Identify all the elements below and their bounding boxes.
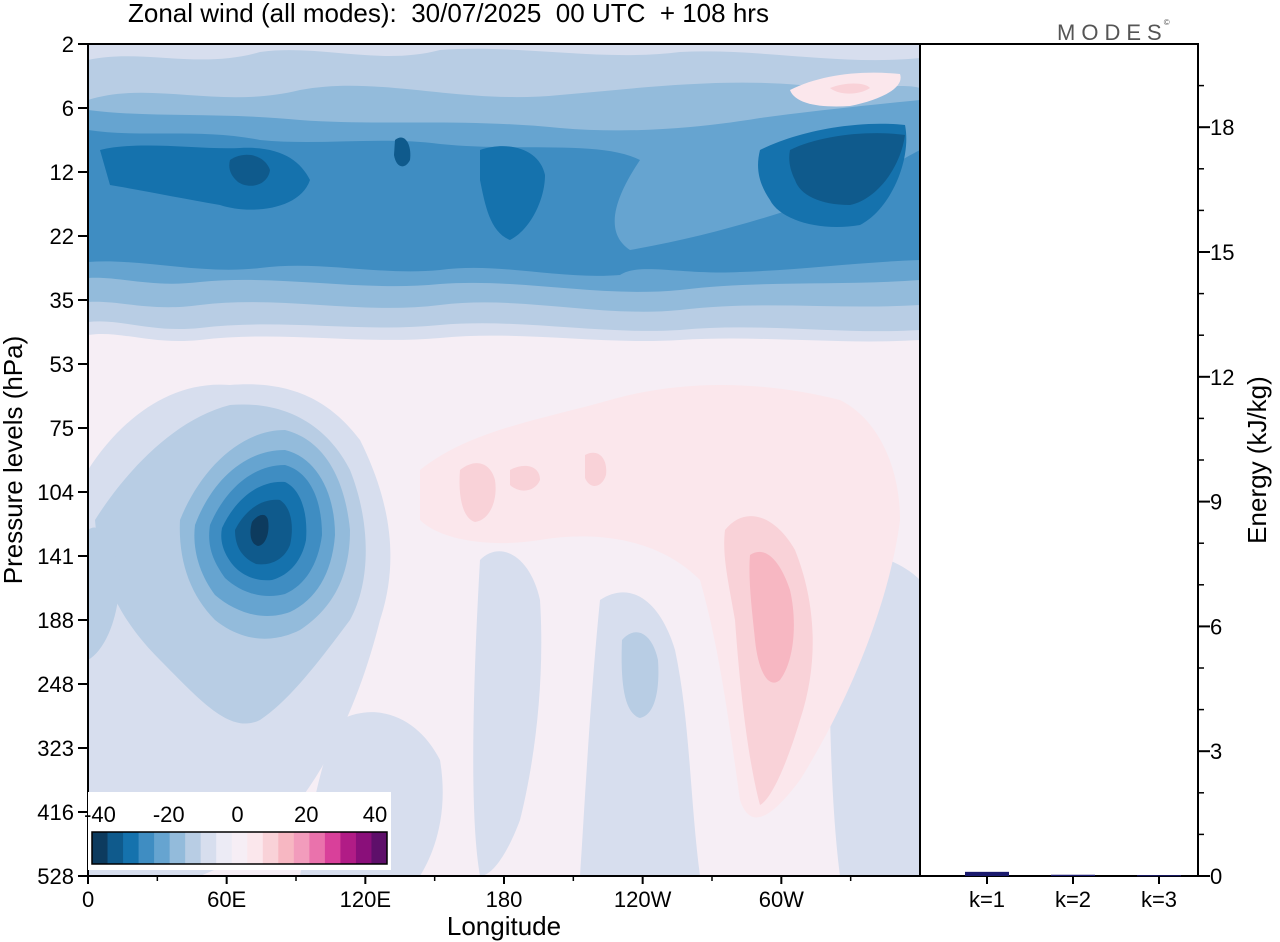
energy-bar: [965, 871, 1009, 876]
colorbar-swatch: [262, 832, 279, 864]
contour-pink-2: [459, 463, 496, 522]
y-axis: 2 6 12 22 35 53 75 104 141 188 248 323 416 528: [37, 32, 88, 889]
energy-tick-label: 6: [1210, 614, 1222, 639]
colorbar-swatch: [231, 832, 248, 864]
contour-upper-dark-small1: [229, 154, 270, 186]
energy-tick-label: 0: [1210, 864, 1222, 889]
contour-streak-1: [473, 551, 542, 876]
modes-logo: MODES©: [1057, 18, 1170, 45]
energy-tick-label: 12: [1210, 365, 1234, 390]
contour-upper-band4b: [480, 146, 545, 240]
colorbar-tick-label: -40: [84, 802, 116, 827]
energy-panel: [919, 43, 1199, 877]
energy-tick-label: 3: [1210, 739, 1222, 764]
y-tick-label: 323: [37, 736, 74, 761]
x-axis-label: Longitude: [447, 911, 561, 941]
colorbar-frame: [91, 831, 388, 865]
contour-streak-3: [621, 632, 659, 718]
energy-category-label: k=1: [969, 887, 1005, 912]
contour-upper-dark-small2: [394, 137, 411, 167]
contour-pink-top2: [830, 83, 870, 94]
x-tick-label: 0: [82, 887, 94, 912]
colorbar-swatch: [138, 832, 155, 864]
y-tick-label: 22: [50, 224, 74, 249]
colorbar: -40 -20 0 20 40: [84, 792, 391, 870]
y-tick-label: 35: [50, 288, 74, 313]
y-tick-label: 53: [50, 352, 74, 377]
x-tick-label: 120W: [614, 887, 672, 912]
x-tick-label: 60E: [207, 887, 246, 912]
energy-bar: [1051, 874, 1095, 876]
y-tick-label: 416: [37, 800, 74, 825]
contour-pink-4: [585, 452, 607, 486]
colorbar-swatch: [371, 832, 388, 864]
y-tick-label: 75: [50, 416, 74, 441]
x-axis: 0 60E 120E 180 120W 60W: [82, 876, 852, 912]
energy-category-label: k=2: [1055, 887, 1091, 912]
energy-tick-label: 18: [1210, 115, 1234, 140]
colorbar-tick-label: 20: [294, 802, 318, 827]
colorbar-tick-label: -20: [153, 802, 185, 827]
y-tick-label: 6: [62, 96, 74, 121]
colorbar-swatch: [92, 832, 109, 864]
y-tick-label: 188: [37, 608, 74, 633]
x-tick-label: 120E: [340, 887, 391, 912]
colorbar-swatch: [200, 832, 217, 864]
contour-core-8: [250, 514, 269, 546]
energy-axis-label: Energy (kJ/kg): [1242, 376, 1272, 544]
colorbar-swatch: [324, 832, 341, 864]
x-tick-label: 180: [486, 887, 523, 912]
colorbar-swatch: [293, 832, 310, 864]
colorbar-swatch: [154, 832, 171, 864]
colorbar-swatch: [123, 832, 140, 864]
contour-pink-6: [749, 551, 794, 683]
colorbar-tick-label: 0: [231, 802, 243, 827]
energy-bars: k=1 k=2 k=3: [965, 871, 1181, 912]
colorbar-swatch: [107, 832, 124, 864]
contour-streak-2: [580, 592, 700, 876]
energy-bar: [1137, 875, 1181, 877]
energy-tick-label: 9: [1210, 490, 1222, 515]
chart-title: Zonal wind (all modes): 30/07/2025 00 UT…: [128, 0, 769, 28]
colorbar-swatch: [247, 832, 264, 864]
heatmap-plot: [88, 44, 920, 876]
energy-axis: 0 3 6 9 12 15 18: [1198, 84, 1234, 889]
y-tick-label: 141: [37, 544, 74, 569]
contour-pink-3: [510, 465, 540, 491]
colorbar-swatch: [169, 832, 186, 864]
y-tick-label: 2: [62, 32, 74, 57]
energy-category-label: k=3: [1141, 887, 1177, 912]
y-tick-label: 248: [37, 672, 74, 697]
colorbar-swatch: [340, 832, 357, 864]
y-axis-label: Pressure levels (hPa): [0, 336, 28, 585]
colorbar-tick-label: 40: [363, 802, 387, 827]
y-tick-label: 528: [37, 864, 74, 889]
colorbar-swatch: [185, 832, 202, 864]
colorbar-swatch: [355, 832, 372, 864]
y-tick-label: 12: [50, 160, 74, 185]
logo-text: MODES: [1057, 20, 1168, 45]
y-tick-label: 104: [37, 480, 74, 505]
energy-tick-label: 15: [1210, 240, 1234, 265]
colorbar-swatch: [309, 832, 326, 864]
contour-upper-band5: [789, 133, 905, 205]
colorbar-swatch: [216, 832, 233, 864]
contour-left-edge: [88, 527, 120, 660]
colorbar-swatch: [278, 832, 295, 864]
x-tick-label: 60W: [759, 887, 804, 912]
